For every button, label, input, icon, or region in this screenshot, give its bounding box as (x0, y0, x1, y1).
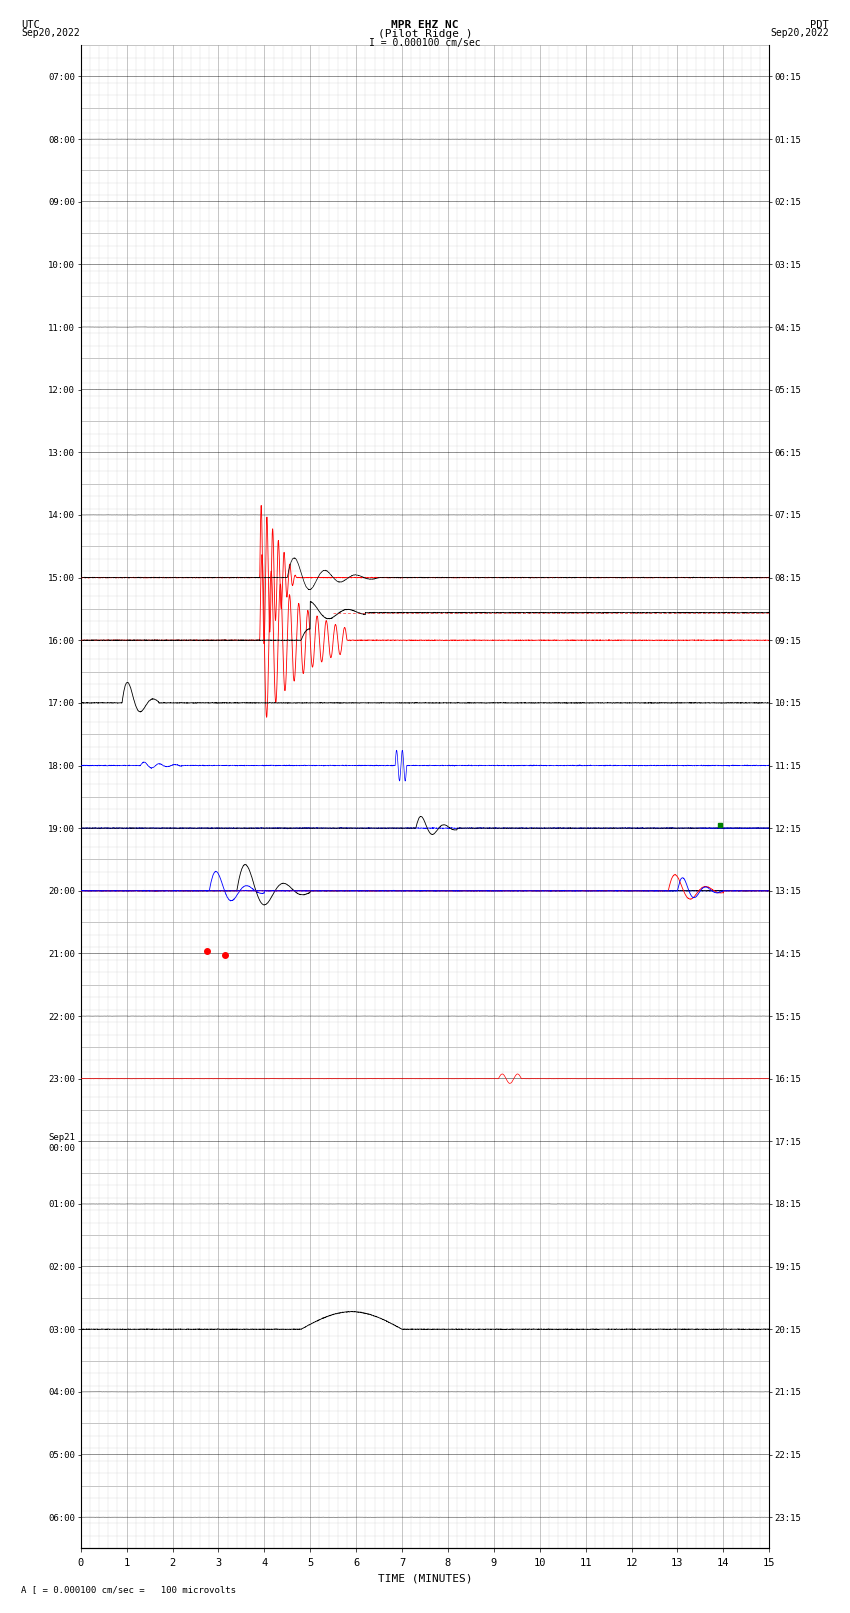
Text: UTC: UTC (21, 19, 40, 31)
Text: (Pilot Ridge ): (Pilot Ridge ) (377, 29, 473, 39)
Text: Sep20,2022: Sep20,2022 (21, 29, 80, 39)
X-axis label: TIME (MINUTES): TIME (MINUTES) (377, 1573, 473, 1582)
Text: MPR EHZ NC: MPR EHZ NC (391, 19, 459, 31)
Text: PDT: PDT (810, 19, 829, 31)
Text: Sep20,2022: Sep20,2022 (770, 29, 829, 39)
Text: A [ = 0.000100 cm/sec =   100 microvolts: A [ = 0.000100 cm/sec = 100 microvolts (21, 1584, 236, 1594)
Text: I = 0.000100 cm/sec: I = 0.000100 cm/sec (369, 37, 481, 48)
